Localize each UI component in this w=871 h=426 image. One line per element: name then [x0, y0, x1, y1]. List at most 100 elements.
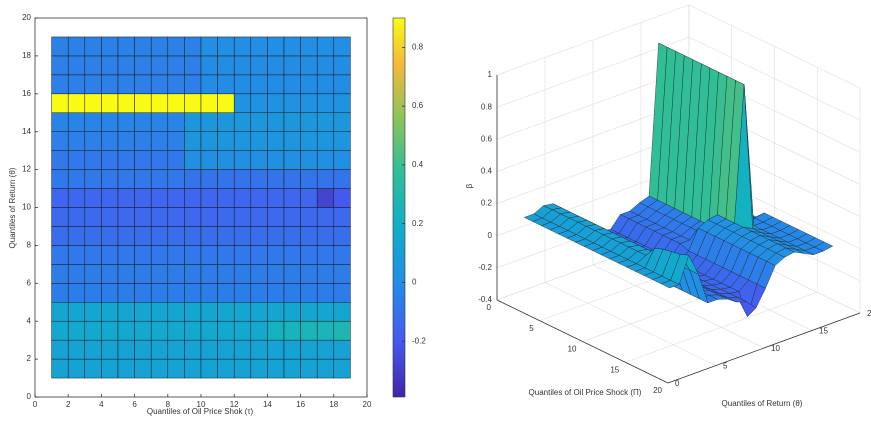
heatmap-cell	[217, 112, 235, 132]
heatmap-cell	[150, 226, 169, 246]
heatmap-cell	[184, 320, 202, 341]
heatmap-cell	[84, 112, 102, 132]
heatmap-cell	[184, 74, 202, 95]
heatmap-cell	[150, 131, 169, 151]
heatmap-cell	[84, 245, 102, 265]
grid-line	[592, 264, 765, 349]
heatmap-cell	[167, 264, 185, 284]
heatmap-cell	[267, 131, 285, 151]
heatmap-cell	[134, 320, 152, 341]
x-tick-label: 14	[263, 400, 272, 409]
heatmap-cell	[316, 264, 335, 284]
z-tick-label: 0.4	[481, 167, 493, 176]
heatmap-cell	[250, 188, 268, 208]
heatmap-cell	[283, 150, 301, 170]
heatmap-cell	[250, 358, 268, 379]
y-tick-label: 10	[771, 344, 780, 353]
heatmap-cell	[84, 74, 102, 95]
heatmap-cell	[316, 36, 335, 57]
heatmap-cell	[167, 93, 185, 114]
y-axis-title: Quantiles of Return (θ)	[722, 399, 803, 408]
heatmap-cell	[134, 36, 152, 57]
heatmap-cell	[283, 320, 301, 341]
heatmap-cell	[150, 55, 169, 76]
surface-patch	[660, 280, 680, 289]
heatmap-cell	[117, 320, 135, 341]
heatmap-cell	[101, 320, 119, 341]
x-tick-label: 15	[610, 365, 619, 374]
heatmap-cell	[217, 131, 235, 151]
heatmap-cell	[217, 55, 235, 76]
x-tick-label: 10	[568, 345, 577, 354]
heatmap-cell	[150, 169, 169, 189]
heatmap-cell	[233, 55, 252, 76]
heatmap-cell	[84, 302, 102, 322]
y-axis-title: Quantiles of Return (θ)	[8, 167, 17, 248]
colorbar-tick-label: 0	[412, 278, 417, 287]
heatmap-cell	[316, 55, 335, 76]
heatmap-cell	[250, 245, 268, 265]
heatmap-cell	[233, 112, 252, 132]
heatmap-cell	[300, 264, 318, 284]
heatmap-cell	[101, 226, 119, 246]
heatmap-cell	[67, 36, 86, 57]
heatmap-cell	[84, 36, 102, 57]
heatmap-cell	[150, 245, 169, 265]
heatmap-cell	[101, 302, 119, 322]
heatmap-cell	[101, 55, 119, 76]
heatmap-cell	[67, 358, 86, 379]
heatmap-cell	[67, 302, 86, 322]
heatmap-cell	[250, 283, 268, 303]
heatmap-cell	[84, 131, 102, 151]
heatmap-cell	[184, 112, 202, 132]
heatmap-cell	[267, 320, 285, 341]
heatmap-cell	[184, 93, 202, 114]
heatmap-cell	[84, 55, 102, 76]
heatmap-cell	[51, 339, 69, 360]
heatmap-cell	[250, 302, 268, 322]
heatmap-cell	[316, 74, 335, 95]
heatmap-cell	[167, 320, 185, 341]
heatmap-cell	[333, 93, 351, 114]
heatmap-cell	[167, 74, 185, 95]
heatmap-cell	[217, 207, 235, 227]
heatmap-cell	[267, 302, 285, 322]
heatmap-cell	[134, 93, 152, 114]
heatmap-cell	[233, 207, 252, 227]
heatmap-cell	[267, 283, 285, 303]
y-tick-label: 5	[723, 362, 728, 371]
x-tick-label: 0	[33, 400, 38, 409]
heatmap-cell	[51, 55, 69, 76]
heatmap-cell	[117, 74, 135, 95]
heatmap-cell	[333, 264, 351, 284]
heatmap-cell	[267, 150, 285, 170]
heatmap-cell	[283, 283, 301, 303]
heatmap-cell	[134, 112, 152, 132]
heatmap-cell	[233, 302, 252, 322]
heatmap-cell	[217, 150, 235, 170]
heatmap-cell	[217, 188, 235, 208]
heatmap-cell	[333, 188, 351, 208]
heatmap-cell	[51, 226, 69, 246]
heatmap-cell	[200, 150, 218, 170]
heatmap-cell	[117, 283, 135, 303]
heatmap-cell	[300, 358, 318, 379]
z-tick-label: 1	[488, 70, 493, 79]
heatmap-cell	[117, 36, 135, 57]
heatmap-cell	[333, 150, 351, 170]
heatmap-cell	[51, 264, 69, 284]
heatmap-cell	[101, 188, 119, 208]
heatmap-cell	[283, 264, 301, 284]
colorbar-tick-label: 0.4	[412, 160, 424, 169]
heatmap-cell	[184, 131, 202, 151]
y-tick-label: 18	[22, 51, 31, 60]
heatmap-cell	[84, 339, 102, 360]
heatmap-cell	[200, 74, 218, 95]
heatmap-cell	[167, 226, 185, 246]
heatmap-cell	[67, 131, 86, 151]
y-axis	[667, 312, 861, 384]
heatmap-cell	[67, 169, 86, 189]
heatmap-cell	[184, 36, 202, 57]
heatmap-cell	[184, 358, 202, 379]
heatmap-cell	[300, 283, 318, 303]
